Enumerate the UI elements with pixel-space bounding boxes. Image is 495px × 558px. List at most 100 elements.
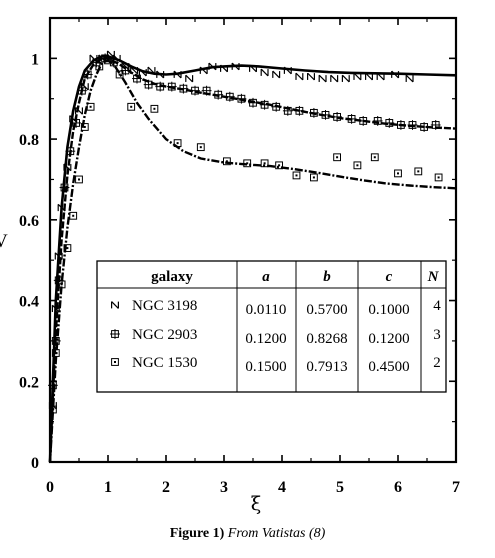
- data-point: [173, 70, 182, 79]
- marker-square: [80, 123, 89, 131]
- marker-n-diag: [405, 74, 414, 83]
- marker-n-diag: [111, 301, 119, 309]
- marker-n-diag: [89, 54, 98, 63]
- data-point: [80, 123, 89, 131]
- marker-square: [394, 169, 402, 178]
- data-point: [405, 74, 414, 83]
- marker-n-diag: [283, 66, 292, 75]
- data-point: [384, 118, 395, 128]
- legend-header-c: c: [386, 269, 393, 285]
- data-point: [82, 69, 93, 80]
- legend-value-c: 0.1200: [368, 331, 409, 347]
- data-point: [332, 111, 342, 122]
- marker-n-diag: [353, 72, 362, 81]
- marker-square-dot: [114, 361, 116, 363]
- marker-square-dot: [373, 156, 376, 159]
- data-point: [185, 74, 194, 83]
- marker-square: [333, 153, 342, 162]
- legend-value-c: 0.4500: [368, 359, 409, 375]
- legend-marker: [110, 301, 120, 309]
- data-point: [236, 93, 247, 104]
- data-point: [104, 56, 112, 65]
- marker-n-diag: [341, 74, 350, 83]
- data-point: [86, 102, 95, 111]
- data-point: [358, 116, 369, 126]
- legend-header-a: a: [262, 269, 270, 285]
- legend-galaxy-name: NGC 1530: [132, 355, 197, 371]
- data-point: [65, 146, 76, 157]
- marker-square-dot: [176, 142, 179, 145]
- marker-square-dot: [83, 125, 86, 128]
- data-point: [196, 143, 205, 152]
- data-point: [346, 114, 357, 124]
- marker-square: [150, 104, 159, 113]
- y-tick-label: 1: [31, 51, 39, 68]
- marker-n-diag: [330, 74, 339, 83]
- marker-n-diag: [272, 70, 281, 79]
- data-point: [396, 120, 406, 130]
- marker-square-dot: [437, 176, 440, 179]
- data-point: [220, 64, 228, 73]
- y-tick-label: 0.6: [19, 213, 39, 230]
- y-tick-label: 0.4: [19, 294, 39, 311]
- series-ngc-2903: [48, 53, 457, 463]
- marker-n-diag: [147, 66, 156, 75]
- marker-square: [86, 102, 95, 111]
- plot-frame: [48, 16, 458, 464]
- legend-marker: [110, 329, 120, 339]
- data-point: [51, 349, 60, 357]
- marker-n-diag: [156, 70, 165, 79]
- marker-square: [310, 173, 318, 182]
- marker-square: [104, 56, 112, 65]
- data-point: [434, 173, 443, 182]
- marker-n-diag: [208, 62, 217, 71]
- marker-square-dot: [118, 73, 121, 76]
- legend-value-n: 3: [433, 327, 441, 343]
- marker-square-dot: [397, 172, 399, 175]
- marker-n-diag: [260, 68, 269, 77]
- data-point: [224, 91, 235, 102]
- fit-curve: [48, 57, 457, 463]
- marker-n-diag: [51, 304, 60, 313]
- marker-square-dot: [225, 160, 228, 163]
- data-point: [231, 62, 240, 71]
- marker-square-dot: [51, 408, 54, 411]
- data-point: [353, 72, 362, 81]
- data-point: [310, 173, 318, 182]
- legend-value-a: 0.1200: [245, 331, 286, 347]
- marker-square: [95, 62, 104, 71]
- data-point: [132, 73, 142, 84]
- marker-square: [196, 143, 205, 152]
- data-point: [199, 66, 208, 75]
- series-ngc-3198: [48, 50, 457, 463]
- marker-square: [353, 161, 362, 170]
- marker-square-dot: [98, 65, 101, 68]
- data-point: [127, 102, 136, 111]
- data-point: [330, 74, 339, 83]
- legend-value-b: 0.8268: [306, 331, 347, 347]
- legend-header-galaxy: galaxy: [151, 269, 193, 285]
- marker-square-dot: [295, 174, 298, 177]
- marker-square: [111, 358, 119, 366]
- data-point: [353, 161, 362, 170]
- legend-value-a: 0.0110: [246, 302, 287, 318]
- data-point: [295, 72, 304, 81]
- data-point: [372, 116, 383, 126]
- data-point: [77, 85, 87, 96]
- x-tick-label: 0: [46, 479, 54, 496]
- legend-value-c: 0.1000: [368, 302, 409, 318]
- data-point: [249, 64, 257, 73]
- data-point: [320, 109, 331, 120]
- data-point: [208, 62, 217, 71]
- data-point: [173, 139, 182, 148]
- data-point: [407, 120, 418, 130]
- marker-n-diag: [130, 66, 138, 75]
- marker-square: [370, 153, 379, 162]
- marker-n-diag: [220, 64, 228, 73]
- marker-square: [173, 139, 182, 148]
- marker-square: [69, 211, 78, 220]
- legend-row: NGC 1530 0.1500 0.7913 0.4500 2: [111, 355, 441, 375]
- marker-square-dot: [130, 105, 133, 108]
- data-point: [260, 159, 269, 168]
- marker-square-dot: [153, 107, 156, 110]
